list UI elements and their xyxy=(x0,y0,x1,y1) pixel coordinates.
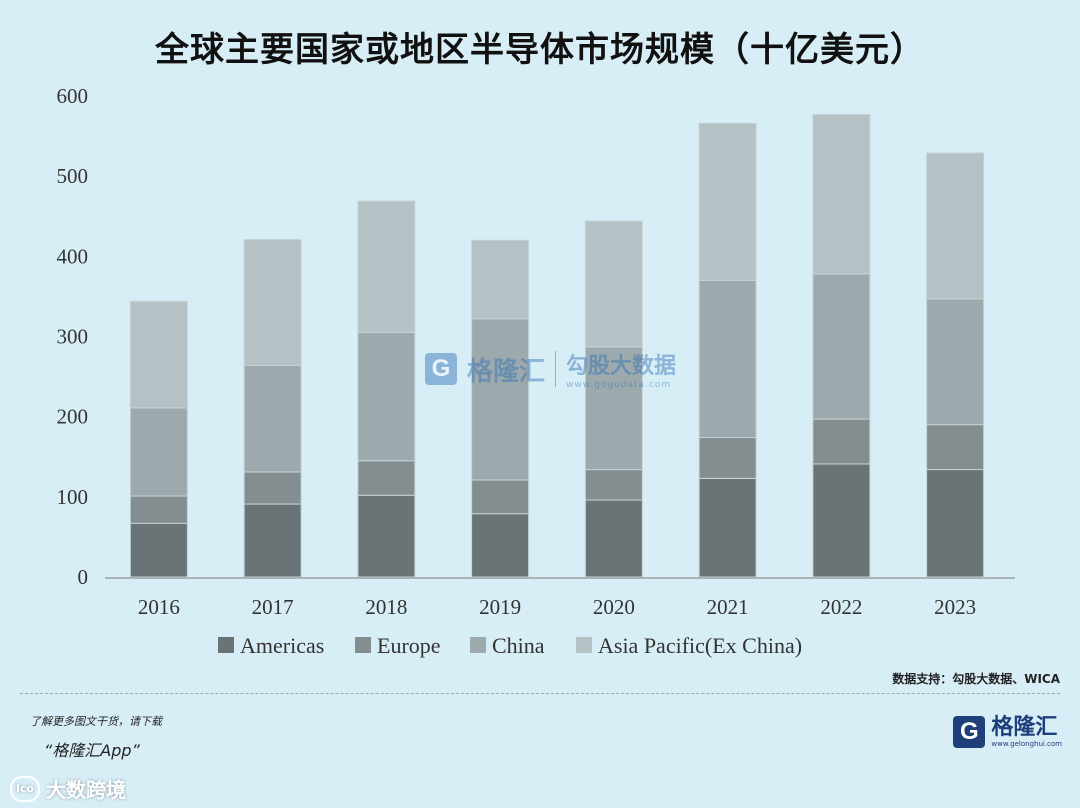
bar-segment-europe-2019 xyxy=(471,479,530,515)
y-tick-label: 0 xyxy=(78,565,89,589)
chart-title: 全球主要国家或地区半导体市场规模（十亿美元） xyxy=(155,30,925,70)
data-source: 数据支持：勾股大数据、WICA xyxy=(892,672,1060,686)
x-axis: 2016 2017 2018 2019 2020 2021 2022 2023 xyxy=(105,577,1015,619)
bar-segment-europe-2023 xyxy=(926,424,985,471)
bar-segment-china-2020 xyxy=(584,346,643,471)
brand-logo: G 格隆汇 www.gelonghui.com xyxy=(953,716,1062,748)
promo-app-name: “格隆汇App” xyxy=(44,741,140,760)
bar-segment-americas-2021 xyxy=(698,477,757,578)
bar-segment-americas-2022 xyxy=(812,463,871,578)
dashed-divider xyxy=(20,693,1060,694)
y-axis: 0 100 200 300 400 500 600 xyxy=(57,84,89,589)
bar-segment-asia-pacific-ex-china-2019 xyxy=(471,239,530,320)
stacked-bar-chart: 0 100 200 300 400 500 600 2016 2017 2018 2019 2020… xyxy=(57,84,1015,658)
bar-segment-asia-pacific-ex-china-2020 xyxy=(584,220,643,348)
watermark-cn: 勾股大数据 xyxy=(566,354,677,379)
legend-swatch xyxy=(218,637,234,653)
y-tick-label: 100 xyxy=(57,485,89,509)
bar-segment-china-2019 xyxy=(471,318,530,481)
bar-segment-china-2023 xyxy=(926,298,985,426)
legend-swatch xyxy=(355,637,371,653)
bar-segment-asia-pacific-ex-china-2023 xyxy=(926,152,985,300)
bar-segment-china-2022 xyxy=(812,273,871,420)
legend-label: Americas xyxy=(240,633,324,658)
y-tick-label: 400 xyxy=(57,244,89,268)
bar-segment-americas-2019 xyxy=(471,513,530,578)
bar-segment-china-2016 xyxy=(129,407,188,497)
legend-swatch xyxy=(470,637,486,653)
brand-logo-icon: G xyxy=(953,716,986,748)
y-tick-label: 600 xyxy=(57,84,89,108)
bars xyxy=(129,113,985,578)
x-tick-label: 2021 xyxy=(707,595,749,619)
watermark-url: www.gogudata.com xyxy=(566,380,672,390)
bar-segment-asia-pacific-ex-china-2016 xyxy=(129,300,188,409)
watermark: G 格隆汇 勾股大数据 www.gogudata.com xyxy=(425,348,676,390)
bar-segment-europe-2017 xyxy=(243,471,302,505)
bar-segment-china-2017 xyxy=(243,364,302,473)
bottom-watermark: lco 大数跨境 xyxy=(10,774,126,803)
bar-segment-asia-pacific-ex-china-2021 xyxy=(698,122,757,281)
legend-label: China xyxy=(492,633,545,658)
y-tick-label: 200 xyxy=(57,405,89,429)
bar-segment-americas-2016 xyxy=(129,522,188,578)
bar-segment-europe-2022 xyxy=(812,418,871,465)
x-tick-label: 2017 xyxy=(252,595,294,619)
promo-text: 了解更多图文干货，请下载 xyxy=(30,715,162,728)
bar-segment-asia-pacific-ex-china-2018 xyxy=(357,200,416,333)
bar-segment-asia-pacific-ex-china-2017 xyxy=(243,238,302,366)
legend: Americas Europe China Asia Pacific(Ex China… xyxy=(218,633,802,658)
x-tick-label: 2020 xyxy=(593,595,635,619)
bottom-watermark-text: 大数跨境 xyxy=(46,778,126,802)
legend-label: Asia Pacific(Ex China) xyxy=(598,633,802,658)
bar-segment-china-2021 xyxy=(698,279,757,439)
watermark-name: 格隆汇 xyxy=(467,356,546,387)
brand-url: www.gelonghui.com xyxy=(991,740,1062,748)
watermark-logo-icon: G xyxy=(425,353,457,385)
bar-segment-europe-2021 xyxy=(698,437,757,479)
bar-segment-americas-2018 xyxy=(357,494,416,578)
bar-segment-americas-2023 xyxy=(926,469,985,578)
x-tick-label: 2018 xyxy=(365,595,407,619)
watermark-divider xyxy=(555,351,557,387)
legend-label: Europe xyxy=(377,633,441,658)
bar-segment-europe-2016 xyxy=(129,495,188,524)
x-tick-label: 2016 xyxy=(138,595,180,619)
watermark-circle-icon: lco xyxy=(10,775,40,802)
y-tick-label: 300 xyxy=(57,325,89,349)
x-tick-label: 2023 xyxy=(934,595,976,619)
bar-segment-americas-2017 xyxy=(243,503,302,578)
x-tick-label: 2019 xyxy=(479,595,521,619)
x-tick-label: 2022 xyxy=(820,595,862,619)
legend-swatch xyxy=(576,637,592,653)
bar-segment-americas-2020 xyxy=(584,499,643,578)
bar-segment-asia-pacific-ex-china-2022 xyxy=(812,113,871,275)
bar-segment-europe-2018 xyxy=(357,460,416,496)
y-tick-label: 500 xyxy=(57,164,89,188)
bar-segment-europe-2020 xyxy=(584,469,643,501)
brand-name: 格隆汇 xyxy=(991,715,1058,740)
bar-segment-china-2018 xyxy=(357,331,416,462)
